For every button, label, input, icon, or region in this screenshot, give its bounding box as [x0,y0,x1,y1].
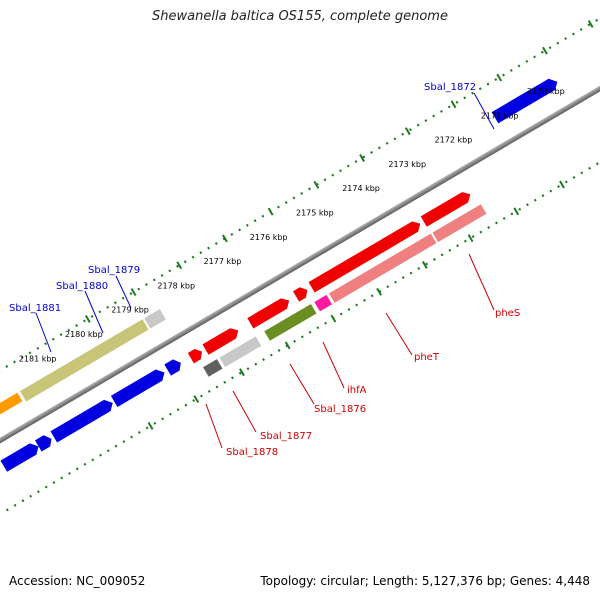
gene-sbal1878[interactable] [203,359,223,377]
inner-tick-track [5,89,600,512]
kbp-major-tick [267,207,274,216]
kbp-tick-label: 2179 kbp [111,306,149,315]
gene-label-sbal1877[interactable]: Sbal_1877 [260,431,312,442]
gene-feature-gray[interactable] [144,309,166,329]
kbp-tick-label: 2172 kbp [435,136,473,145]
kbp-major-tick [147,421,154,430]
kbp-major-tick [542,46,548,55]
major-ticks-inner [147,180,565,430]
kbp-major-tick [496,73,503,82]
gene-callouts [35,92,495,449]
gene-sbal1877-red[interactable] [202,325,241,355]
kbp-major-tick [193,395,200,404]
kbp-tick-label: 2173 kbp [388,160,426,169]
gene-feature-olive[interactable] [20,319,149,402]
kbp-major-tick [330,314,337,323]
kbp-major-tick [587,19,594,28]
kbp-tick-label: 2180 kbp [65,330,103,339]
gene-label-sbal1872[interactable]: Sbal_1872 [424,82,476,93]
kbp-major-tick [84,314,91,323]
kbp-tick-label: 2177 kbp [204,257,242,266]
gene-label-phet[interactable]: pheT [414,352,440,363]
kbp-major-tick [376,287,383,296]
kbp-major-tick [421,260,428,269]
gene-label-sbal1876[interactable]: Sbal_1876 [314,404,366,415]
gene-feature-orange[interactable] [0,392,23,425]
gene-phes-red[interactable] [420,189,474,227]
gene-sbal1878-red[interactable] [187,346,205,364]
gene-phet[interactable] [329,233,437,303]
kbp-tick-label: 2170 kbp [527,87,565,96]
gene-blue-arrow-3[interactable] [50,397,116,443]
kbp-major-tick [130,288,137,297]
gene-phet-red[interactable] [308,218,424,293]
kbp-tick-label: 2175 kbp [296,209,334,218]
kbp-tick-labels: 2170 kbp 2171 kbp 2172 kbp 2173 kbp 2174 kbp… [19,87,565,363]
kbp-major-tick [467,234,474,243]
kbp-major-tick [359,154,365,162]
kbp-tick-label: 2176 kbp [250,233,288,242]
kbp-major-tick [450,100,457,109]
gene-label-ihfa[interactable]: ihfA [347,385,367,396]
gene-label-sbal1881[interactable]: Sbal_1881 [9,303,61,314]
gene-label-phes[interactable]: pheS [495,308,520,319]
kbp-major-tick [239,368,245,377]
gene-blue-arrow-4[interactable] [110,366,168,408]
kbp-tick-label: 2174 kbp [342,184,380,193]
kbp-major-tick [513,207,520,216]
kbp-major-tick [222,234,228,243]
gene-sbal1872-arrow[interactable] [491,76,561,124]
accession-label: Accession: NC_009052 [9,574,146,588]
gene-sbal1877[interactable] [219,336,262,368]
genome-summary-label: Topology: circular; Length: 5,127,376 bp… [260,574,590,588]
gene-blue-arrow-5[interactable] [164,357,184,376]
gene-ihfa-red[interactable] [293,285,310,302]
gene-sbal1876[interactable] [264,303,317,341]
gene-ihfa[interactable] [314,294,333,312]
upper-gene-features [0,76,561,425]
gene-label-sbal1880[interactable]: Sbal_1880 [56,281,108,292]
gene-blue-arrow-1[interactable] [0,440,41,472]
gene-label-sbal1879[interactable]: Sbal_1879 [88,265,140,276]
kbp-major-tick [404,127,411,136]
gene-phes[interactable] [432,204,487,243]
gene-sbal1876-red[interactable] [247,295,292,329]
kbp-tick-label: 2171 kbp [481,111,519,120]
genome-backbone [0,33,600,468]
lower-gene-features [0,189,487,472]
kbp-tick-label: 2178 kbp [157,281,195,290]
kbp-major-tick [559,180,565,189]
kbp-major-tick [176,261,183,270]
kbp-major-tick [313,180,320,189]
kbp-major-tick [284,341,291,350]
page-title: Shewanella baltica OS155, complete genom… [152,9,448,24]
gene-label-sbal1878[interactable]: Sbal_1878 [226,447,278,458]
kbp-tick-label: 2181 kbp [19,354,57,363]
major-ticks-outer [84,19,594,323]
outer-tick-track [0,0,600,405]
gene-blue-arrow-2[interactable] [34,433,55,452]
